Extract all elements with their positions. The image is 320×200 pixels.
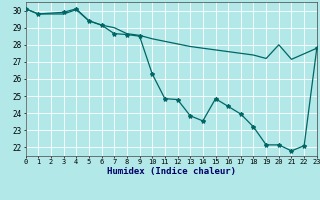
X-axis label: Humidex (Indice chaleur): Humidex (Indice chaleur) [107, 167, 236, 176]
